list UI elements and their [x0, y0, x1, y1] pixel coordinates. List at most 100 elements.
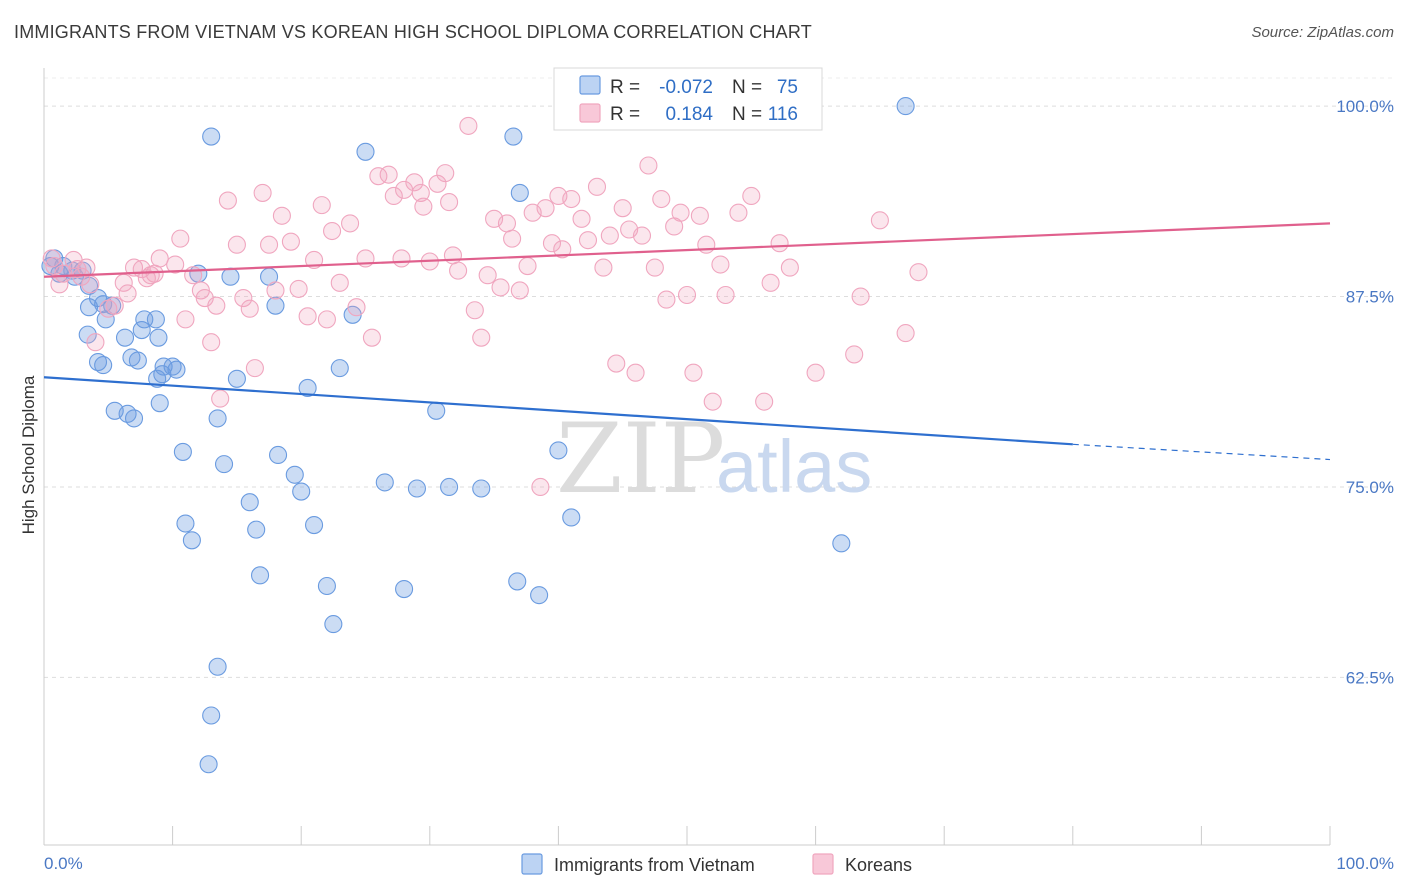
- koreans-point-34: [253, 183, 272, 202]
- koreans-point-90: [632, 226, 652, 245]
- chart-source: Source: ZipAtlas.com: [1251, 24, 1394, 41]
- koreans-point-46: [341, 214, 360, 233]
- watermark: ZIP atlas: [556, 403, 872, 515]
- koreans-point-37: [272, 206, 291, 225]
- koreans-point-31: [234, 289, 253, 308]
- vietnam-point-48: [292, 482, 311, 501]
- koreans-point-13: [118, 284, 137, 303]
- koreans-point-29: [218, 191, 237, 210]
- y-tick-label-3: 62.5%: [1346, 668, 1394, 687]
- koreans-point-110: [806, 363, 825, 382]
- koreans-point-7: [77, 258, 96, 277]
- koreans-point-19: [150, 249, 169, 268]
- koreans-point-79: [553, 240, 572, 259]
- koreans-point-61: [440, 193, 459, 212]
- koreans-point-38: [281, 232, 300, 251]
- koreans-point-76: [536, 199, 555, 218]
- koreans-point-43: [317, 310, 336, 329]
- koreans-point-85: [600, 226, 619, 245]
- koreans-point-80: [562, 189, 581, 209]
- koreans-point-93: [652, 189, 671, 209]
- bottom-legend-swatch-koreans: [812, 853, 834, 875]
- vietnam-point-31: [124, 409, 144, 428]
- grid-lines: [44, 77, 1392, 678]
- vietnam-point-59: [427, 401, 446, 420]
- koreans-point-98: [684, 363, 703, 382]
- koreans-point-87: [613, 199, 632, 218]
- koreans-point-51: [379, 165, 398, 184]
- koreans-point-9: [86, 333, 105, 352]
- legend-r-value-1: -0.072: [659, 77, 713, 98]
- koreans-point-103: [716, 285, 735, 305]
- vietnam-point-33: [176, 514, 195, 533]
- vietnam-point-51: [317, 576, 336, 596]
- y-tick-label-1: 87.5%: [1346, 288, 1394, 307]
- x-tick-label-end: 100.0%: [1336, 854, 1394, 873]
- legend-n-label-1: N =: [732, 77, 762, 98]
- vietnam-point-41: [240, 493, 259, 512]
- vietnam-point-64: [510, 183, 529, 202]
- watermark-zip: ZIP: [556, 403, 725, 515]
- koreans-point-56: [411, 183, 430, 202]
- vietnam-point-11: [79, 298, 99, 317]
- vietnam-point-61: [472, 479, 491, 498]
- koreans-point-45: [330, 273, 349, 292]
- vietnam-point-30: [118, 404, 137, 423]
- koreans-point-102: [711, 255, 730, 274]
- koreans-point-81: [572, 209, 591, 228]
- vietnam-point-50: [305, 516, 324, 535]
- koreans-point-113: [870, 211, 889, 230]
- vietnam-point-15: [88, 352, 108, 372]
- vietnam-point-23: [149, 328, 168, 347]
- koreans-point-33: [245, 359, 264, 378]
- vietnam-point-40: [221, 267, 240, 286]
- vietnam-point-38: [202, 127, 221, 146]
- vietnam-point-32: [173, 442, 192, 461]
- vietnam-point-36: [214, 455, 234, 474]
- vietnam-point-63: [508, 572, 527, 591]
- vietnam-trend-line: [43, 376, 1073, 446]
- vietnam-point-72: [896, 97, 915, 116]
- koreans-point-108: [770, 234, 789, 253]
- bottom-legend: Immigrants from Vietnam Koreans: [521, 853, 912, 875]
- vietnam-point-71: [832, 534, 851, 553]
- legend-n-value-1: 75: [777, 77, 798, 98]
- vietnam-point-65: [530, 586, 549, 605]
- koreans-point-100: [697, 235, 716, 254]
- vietnam-point-37: [208, 409, 227, 428]
- koreans-point-52: [384, 186, 403, 206]
- koreans-point-28: [211, 389, 230, 408]
- vietnam-point-56: [375, 473, 394, 492]
- legend-box: R = -0.072 N = 75 R = 0.184 N = 116: [553, 67, 823, 131]
- koreans-point-21: [171, 229, 190, 248]
- vietnam-point-73: [208, 657, 227, 676]
- bottom-legend-swatch-vietnam: [521, 853, 543, 875]
- koreans-point-106: [755, 392, 774, 411]
- koreans-point-86: [607, 354, 626, 373]
- koreans-point-65: [465, 301, 484, 320]
- vietnam-point-28: [167, 360, 186, 379]
- koreans-point-41: [305, 250, 324, 270]
- vietnam-point-17: [115, 328, 135, 347]
- koreans-point-44: [323, 221, 342, 241]
- legend-n-value-2: 116: [768, 104, 798, 125]
- koreans-point-53: [392, 249, 411, 268]
- koreans-point-104: [729, 203, 748, 222]
- vietnam-point-53: [324, 615, 343, 634]
- legend-r-label-1: R =: [610, 77, 640, 98]
- koreans-point-109: [780, 258, 799, 277]
- vietnam-point-62: [504, 127, 523, 146]
- vietnam-point-26: [150, 394, 169, 413]
- koreans-point-91: [639, 156, 658, 175]
- vietnam-point-43: [250, 566, 270, 585]
- koreans-point-8: [81, 275, 100, 294]
- koreans-point-69: [491, 278, 510, 297]
- koreans-point-18: [145, 264, 164, 283]
- vietnam-point-60: [440, 477, 459, 497]
- x-ticks: [43, 826, 1331, 845]
- vietnam-point-16: [94, 356, 113, 375]
- koreans-point-35: [259, 235, 279, 254]
- vietnam-point-57: [395, 579, 414, 599]
- koreans-point-99: [690, 206, 709, 225]
